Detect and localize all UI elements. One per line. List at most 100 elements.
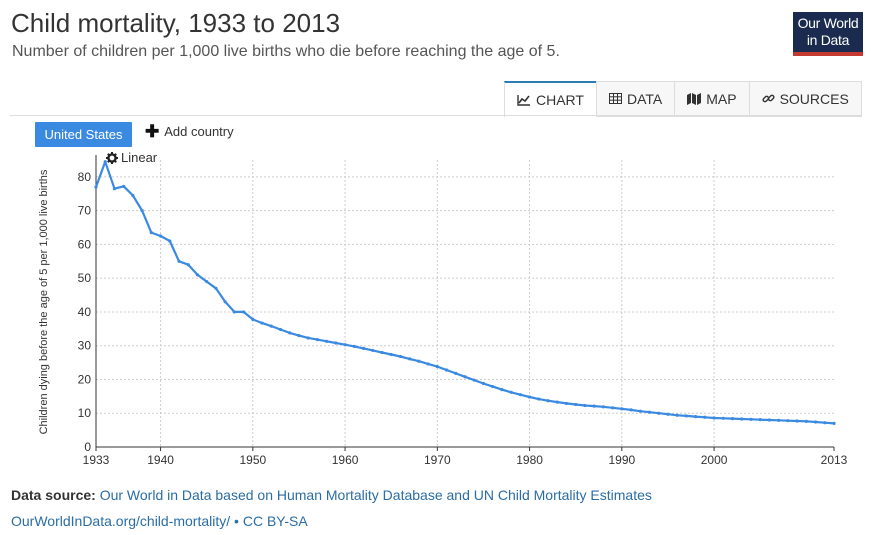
tab-chart[interactable]: CHART xyxy=(504,81,597,117)
data-point xyxy=(472,378,476,382)
data-point xyxy=(158,234,163,238)
chart-subtitle: Number of children per 1,000 live births… xyxy=(12,43,560,60)
line-chart: 0 10 20 30 40 50 60 70 80 1933 1940 1950 1960 1970 198… xyxy=(78,155,848,467)
data-point xyxy=(537,397,541,401)
line-chart-icon xyxy=(517,95,530,106)
data-point xyxy=(343,343,347,347)
data-point xyxy=(242,310,246,314)
license-line: OurWorldInData.org/child-mortality/ • CC… xyxy=(11,513,308,529)
data-source: Data source: Our World in Data based on … xyxy=(11,487,652,503)
data-point xyxy=(112,187,117,191)
source-label: Data source: xyxy=(11,487,96,503)
scale-toggle[interactable]: Linear xyxy=(106,150,157,165)
data-point xyxy=(500,388,504,392)
data-point xyxy=(684,414,689,418)
data-point xyxy=(481,381,486,386)
tab-map[interactable]: MAP xyxy=(674,81,750,115)
data-point xyxy=(288,331,292,335)
data-point xyxy=(657,411,661,415)
x-tick-label: 1970 xyxy=(424,453,451,467)
tab-sources[interactable]: SOURCES xyxy=(748,81,862,115)
logo-line-1: Our World xyxy=(797,15,859,31)
scale-label: Linear xyxy=(121,150,158,165)
data-point xyxy=(435,365,439,369)
data-point xyxy=(149,230,153,235)
data-point xyxy=(195,273,200,277)
data-point xyxy=(583,403,587,408)
data-point xyxy=(186,263,190,267)
x-tick-label: 1980 xyxy=(516,453,543,467)
y-tick-label: 20 xyxy=(78,372,92,386)
data-point xyxy=(269,324,273,328)
x-tick-label: 2000 xyxy=(701,453,728,467)
data-point xyxy=(177,259,181,263)
owid-logo[interactable]: Our World in Data xyxy=(793,12,863,56)
data-point xyxy=(297,333,301,338)
x-tick-label: 1950 xyxy=(239,453,266,467)
data-point xyxy=(564,401,569,406)
logo-line-2: in Data xyxy=(806,32,850,48)
page-url-link[interactable]: OurWorldInData.org/child-mortality/ xyxy=(11,513,231,529)
y-tick-label: 80 xyxy=(78,170,92,184)
data-point xyxy=(371,348,375,353)
data-point xyxy=(629,408,633,412)
entity-selector-button[interactable]: United States xyxy=(35,122,132,147)
table-icon xyxy=(608,93,622,104)
data-point xyxy=(813,420,818,424)
data-point xyxy=(251,317,255,321)
y-tick-label: 60 xyxy=(78,237,92,251)
series-line-united-states xyxy=(94,160,835,425)
data-point xyxy=(804,419,808,423)
source-link[interactable]: Our World in Data based on Human Mortali… xyxy=(99,487,652,503)
data-point xyxy=(352,344,356,348)
data-point xyxy=(555,400,559,404)
data-point xyxy=(740,417,744,421)
data-point xyxy=(361,346,366,351)
data-point xyxy=(205,279,209,284)
data-point xyxy=(334,341,338,345)
data-point xyxy=(647,410,652,414)
data-point xyxy=(260,321,264,325)
data-point xyxy=(675,413,679,417)
tab-sources-label: SOURCES xyxy=(779,90,849,107)
data-point xyxy=(491,384,495,389)
x-tick-label: 1990 xyxy=(608,453,635,467)
data-point xyxy=(777,418,781,422)
data-point xyxy=(509,390,513,394)
add-country-button[interactable]: ✚ Add country xyxy=(145,121,234,141)
data-point xyxy=(527,395,532,399)
data-point xyxy=(168,239,172,243)
data-point xyxy=(546,399,550,403)
data-point xyxy=(214,286,218,290)
data-point xyxy=(463,375,467,379)
data-point xyxy=(786,419,790,423)
data-point xyxy=(94,185,98,189)
data-point xyxy=(278,327,283,332)
data-point xyxy=(767,418,772,422)
data-point xyxy=(823,421,827,425)
data-point xyxy=(140,209,144,213)
data-point xyxy=(730,417,735,421)
data-point xyxy=(620,407,624,411)
y-tick-label: 30 xyxy=(78,339,92,353)
data-point xyxy=(131,193,135,198)
data-point xyxy=(703,415,707,419)
gear-icon xyxy=(106,151,118,164)
data-point xyxy=(454,371,458,375)
plus-icon: ✚ xyxy=(145,121,160,141)
data-point xyxy=(306,336,310,340)
y-tick-label: 0 xyxy=(84,440,91,454)
data-point xyxy=(694,415,698,419)
link-icon xyxy=(762,94,775,103)
data-point xyxy=(758,418,762,422)
data-point xyxy=(325,339,329,343)
data-point xyxy=(426,362,430,366)
data-point xyxy=(721,416,725,420)
y-tick-label: 10 xyxy=(78,406,92,420)
data-point xyxy=(592,404,596,408)
data-point xyxy=(749,417,753,421)
tab-chart-label: CHART xyxy=(536,92,584,108)
tab-data-label: DATA xyxy=(626,90,663,107)
y-tick-label: 40 xyxy=(78,305,92,319)
data-point xyxy=(380,350,384,355)
